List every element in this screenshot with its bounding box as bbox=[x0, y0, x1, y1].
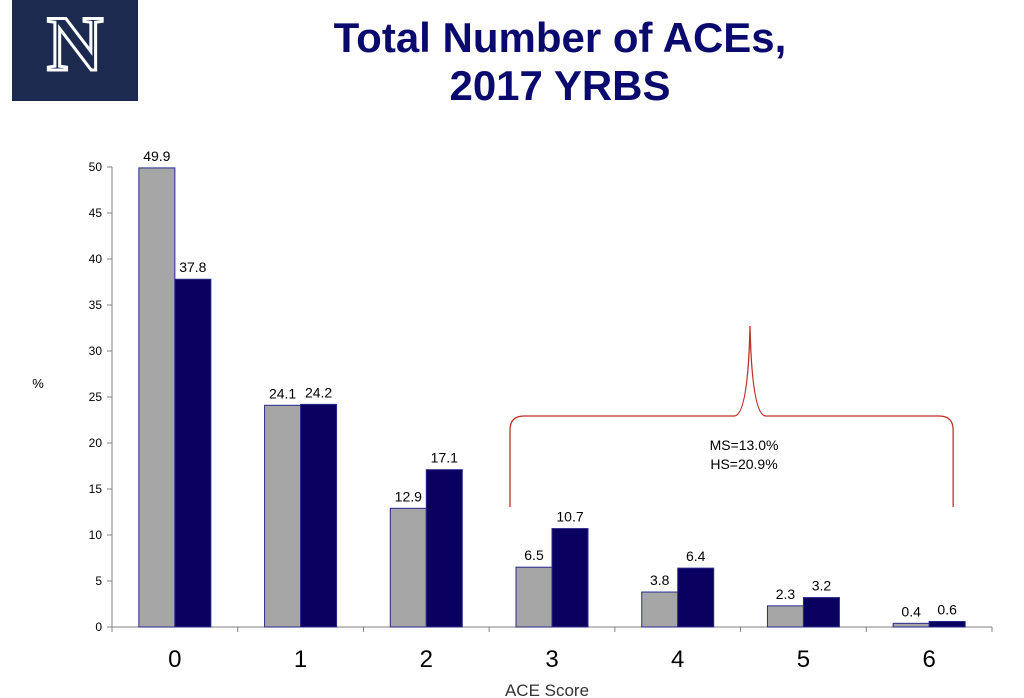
y-tick-label: 30 bbox=[89, 344, 103, 358]
bar bbox=[175, 279, 211, 627]
x-tick-label: 2 bbox=[420, 646, 433, 673]
y-tick-label: 50 bbox=[89, 160, 103, 174]
y-tick-label: 20 bbox=[89, 436, 103, 450]
y-tick-label: 25 bbox=[89, 390, 103, 404]
y-tick-label: 10 bbox=[89, 528, 103, 542]
bar-value-label: 24.1 bbox=[269, 385, 296, 401]
curly-bracket bbox=[510, 326, 953, 507]
annotation-bracket: MS=13.0% HS=20.9% bbox=[510, 326, 953, 507]
x-tick-label: 5 bbox=[797, 646, 810, 673]
bar bbox=[265, 405, 301, 627]
x-axis-label: ACE Score bbox=[505, 681, 589, 698]
bar bbox=[678, 568, 714, 627]
y-axis-label: % bbox=[32, 376, 44, 391]
y-tick-label: 45 bbox=[89, 206, 103, 220]
annotation-text: MS=13.0% bbox=[710, 437, 779, 453]
bar bbox=[893, 623, 929, 627]
bar bbox=[301, 404, 337, 627]
bar-value-label: 6.4 bbox=[686, 548, 706, 564]
bar-value-label: 49.9 bbox=[143, 148, 170, 164]
bar-value-label: 2.3 bbox=[776, 586, 796, 602]
bar bbox=[426, 470, 462, 627]
bar-value-label: 37.8 bbox=[179, 259, 206, 275]
y-tick-label: 0 bbox=[95, 620, 102, 634]
x-tick-label: 6 bbox=[922, 646, 935, 673]
x-tick-label: 3 bbox=[545, 646, 558, 673]
bar-value-label: 24.2 bbox=[305, 384, 332, 400]
y-tick-label: 15 bbox=[89, 482, 103, 496]
x-tick-label: 0 bbox=[168, 646, 181, 673]
annotation-text: HS=20.9% bbox=[710, 456, 777, 472]
bar-value-label: 10.7 bbox=[556, 509, 583, 525]
y-tick-label: 5 bbox=[95, 574, 102, 588]
bar-value-label: 0.6 bbox=[937, 601, 957, 617]
bar-value-label: 12.9 bbox=[395, 488, 422, 504]
bar-value-label: 3.8 bbox=[650, 572, 670, 588]
bar bbox=[552, 529, 588, 627]
chart-bars bbox=[139, 168, 965, 627]
bar bbox=[642, 592, 678, 627]
x-tick-label: 4 bbox=[671, 646, 684, 673]
y-tick-label: 35 bbox=[89, 298, 103, 312]
bar bbox=[139, 168, 175, 627]
bar-value-label: 17.1 bbox=[431, 450, 458, 466]
bar bbox=[767, 606, 803, 627]
bar-value-label: 3.2 bbox=[812, 578, 832, 594]
bar bbox=[929, 621, 965, 627]
bar bbox=[803, 598, 839, 627]
y-tick-label: 40 bbox=[89, 252, 103, 266]
x-tick-label: 1 bbox=[294, 646, 307, 673]
bar-value-label: 0.4 bbox=[901, 603, 921, 619]
bar-value-label: 6.5 bbox=[524, 547, 544, 563]
bar bbox=[516, 567, 552, 627]
bar bbox=[390, 508, 426, 627]
